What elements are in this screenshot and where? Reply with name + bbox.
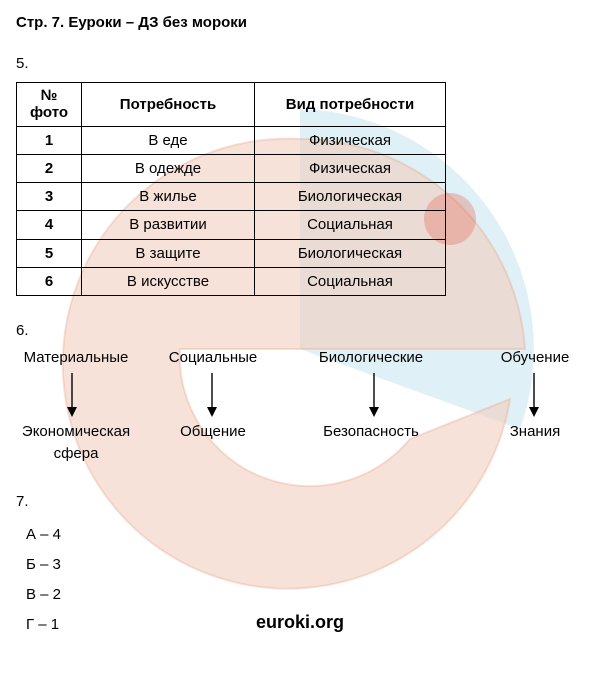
row-need: В искусстве xyxy=(82,267,255,295)
arrow-down-icon xyxy=(528,373,540,417)
diagram-top-3: Биологические xyxy=(306,349,436,366)
row-need: В еде xyxy=(82,126,255,154)
diagram-bottom-4: Знания xyxy=(490,423,580,440)
row-num: 2 xyxy=(17,154,82,182)
arrow-down-icon xyxy=(206,373,218,417)
diagram-top-1: Материальные xyxy=(16,349,136,366)
row-num: 5 xyxy=(17,239,82,267)
section-6-number: 6. xyxy=(16,322,584,339)
page-title: Стр. 7. Еуроки – ДЗ без мороки xyxy=(16,14,584,31)
row-need: В защите xyxy=(82,239,255,267)
table-row: 5 В защите Биологическая xyxy=(17,239,446,267)
pair-line: В – 2 xyxy=(16,580,584,610)
table-header-need: Потребность xyxy=(82,83,255,127)
row-type: Социальная xyxy=(255,211,446,239)
table-header-photo-num: № фото xyxy=(17,83,82,127)
needs-table: № фото Потребность Вид потребности 1 В е… xyxy=(16,82,446,296)
row-num: 1 xyxy=(17,126,82,154)
table-header-type: Вид потребности xyxy=(255,83,446,127)
footer-brand: euroki.org xyxy=(256,612,344,633)
diagram-bottom-3: Безопасность xyxy=(306,423,436,440)
diagram-bottom-1-line1: Экономическая xyxy=(16,423,136,440)
row-type: Физическая xyxy=(255,126,446,154)
arrow-down-icon xyxy=(368,373,380,417)
table-row: 4 В развитии Социальная xyxy=(17,211,446,239)
section-7-number: 7. xyxy=(16,493,584,510)
row-need: В развитии xyxy=(82,211,255,239)
table-row: 1 В еде Физическая xyxy=(17,126,446,154)
arrow-down-icon xyxy=(66,373,78,417)
table-row: 3 В жилье Биологическая xyxy=(17,183,446,211)
row-num: 3 xyxy=(17,183,82,211)
row-num: 4 xyxy=(17,211,82,239)
row-type: Физическая xyxy=(255,154,446,182)
table-row: 6 В искусстве Социальная xyxy=(17,267,446,295)
needs-diagram: Материальные Экономическая сфера Социаль… xyxy=(16,349,576,479)
th-num-line1: № xyxy=(41,87,58,104)
row-type: Социальная xyxy=(255,267,446,295)
th-num-line2: фото xyxy=(30,104,68,121)
pair-line: Б – 3 xyxy=(16,550,584,580)
diagram-bottom-1-line2: сфера xyxy=(16,445,136,462)
diagram-top-4: Обучение xyxy=(490,349,580,366)
table-row: 2 В одежде Физическая xyxy=(17,154,446,182)
row-num: 6 xyxy=(17,267,82,295)
row-type: Биологическая xyxy=(255,239,446,267)
row-need: В одежде xyxy=(82,154,255,182)
diagram-top-2: Социальные xyxy=(158,349,268,366)
section-5-number: 5. xyxy=(16,55,584,72)
row-need: В жилье xyxy=(82,183,255,211)
diagram-bottom-2: Общение xyxy=(158,423,268,440)
row-type: Биологическая xyxy=(255,183,446,211)
pair-line: А – 4 xyxy=(16,520,584,550)
